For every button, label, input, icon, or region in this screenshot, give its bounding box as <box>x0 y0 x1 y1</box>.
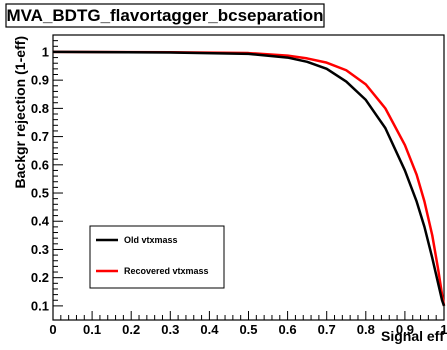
x-tick-label: 0.3 <box>161 322 179 337</box>
y-tick-label: 0.9 <box>31 73 49 88</box>
title-frame <box>5 3 325 28</box>
y-axis: 0.1 0.2 0.3 0.4 0.5 0.6 0.7 0.8 0.9 1 <box>31 34 63 313</box>
title-box: MVA_BDTG_flavortagger_bcseparation <box>5 3 325 28</box>
x-tick-label: 0.1 <box>83 322 101 337</box>
legend-label-recovered-vtxmass: Recovered vtxmass <box>124 266 209 276</box>
y-tick-label: 0.3 <box>31 242 49 257</box>
series-group <box>52 50 446 307</box>
x-tick-label: 1 <box>440 322 447 337</box>
y-tick-label: 0.2 <box>31 270 49 285</box>
legend-frame <box>89 225 225 289</box>
x-axis: 0 0.1 0.2 0.3 0.4 0.5 0.6 0.7 0.8 0.9 1 <box>49 311 447 337</box>
y-tick-label: 0.1 <box>31 298 49 313</box>
legend-label-old-vtxmass: Old vtxmass <box>124 235 178 245</box>
x-tick-label: 0.2 <box>122 322 140 337</box>
chart-title: MVA_BDTG_flavortagger_bcseparation <box>6 6 323 25</box>
x-axis-label: Signal eff <box>381 328 444 344</box>
x-tick-label: 0.6 <box>279 322 297 337</box>
x-tick-label: 0.8 <box>357 322 375 337</box>
x-tick-label: 0.9 <box>396 322 414 337</box>
x-tick-label: 0 <box>49 322 56 337</box>
y-tick-label: 0.4 <box>31 214 50 229</box>
y-axis-label: Backgr rejection (1-eff) <box>12 36 28 188</box>
series-line-recovered-vtxmass <box>52 50 446 307</box>
y-tick-label: 1 <box>42 44 49 59</box>
y-tick-label: 0.8 <box>31 101 49 116</box>
y-tick-label: 0.5 <box>31 186 49 201</box>
series-line-old-vtxmass <box>52 50 446 307</box>
x-tick-label: 0.5 <box>239 322 257 337</box>
y-tick-label: 0.6 <box>31 157 49 172</box>
x-tick-label: 0.4 <box>200 322 219 337</box>
y-tick-label: 0.7 <box>31 129 49 144</box>
legend: Old vtxmass Recovered vtxmass <box>89 225 225 289</box>
x-tick-label: 0.7 <box>318 322 336 337</box>
